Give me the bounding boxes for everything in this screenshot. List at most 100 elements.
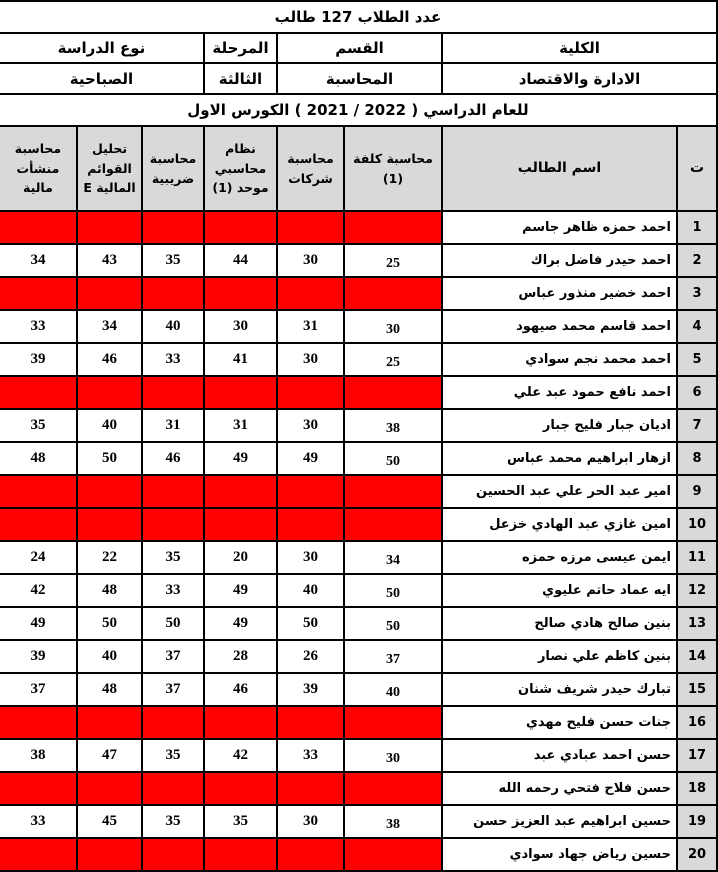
table-row: 18 حسن فلاح فتحي رحمه الله	[0, 771, 718, 806]
serial-cell: 5	[676, 342, 718, 377]
grade-cell	[203, 210, 278, 245]
grade-cell	[0, 474, 79, 509]
grade-cell: 35	[203, 804, 278, 839]
grade-cell: 22	[76, 540, 143, 575]
serial-cell: 13	[676, 606, 718, 641]
student-name-cell: حسن فلاح فتحي رحمه الله	[441, 771, 678, 806]
column-header-financial-analysis: تحليل القوائم المالية E	[76, 125, 143, 212]
grade-cell	[141, 771, 205, 806]
grade-cell: 35	[141, 243, 205, 278]
grade-cell	[343, 771, 443, 806]
table-row: 19 حسين ابراهيم عبد العزيز حسن 38 30 35 …	[0, 804, 718, 839]
grade-cell	[76, 507, 143, 542]
grade-cell: 39	[0, 639, 79, 674]
serial-cell: 7	[676, 408, 718, 443]
student-name-cell: بنين صالح هادي صالح	[441, 606, 678, 641]
grade-cell: 37	[343, 639, 443, 674]
grade-cell	[343, 375, 443, 410]
grade-cell	[276, 474, 345, 509]
grade-cell	[0, 771, 79, 806]
grade-cell: 30	[203, 309, 278, 344]
grade-cell	[0, 276, 79, 311]
table-row: 7 اديان جبار فليح جبار 38 30 31 31 40 35	[0, 408, 718, 443]
grade-cell	[343, 837, 443, 872]
grade-cell: 50	[343, 573, 443, 608]
grade-cell	[76, 276, 143, 311]
grade-cell: 50	[76, 441, 143, 476]
grade-cell: 33	[276, 738, 345, 773]
grade-cell	[76, 771, 143, 806]
grade-cell	[141, 705, 205, 740]
grade-cell: 39	[276, 672, 345, 707]
grade-cell: 49	[203, 606, 278, 641]
grade-cell: 24	[0, 540, 79, 575]
serial-cell: 16	[676, 705, 718, 740]
serial-cell: 9	[676, 474, 718, 509]
grade-cell: 30	[276, 804, 345, 839]
grade-cell	[203, 705, 278, 740]
grade-cell: 33	[0, 804, 79, 839]
grade-cell: 37	[141, 672, 205, 707]
student-name-cell: جنات حسن فليح مهدي	[441, 705, 678, 740]
student-name-cell: احمد حمزه ظاهر جاسم	[441, 210, 678, 245]
grade-cell: 25	[343, 243, 443, 278]
table-row: 1 احمد حمزه ظاهر جاسم	[0, 210, 718, 245]
column-header-student-name: اسم الطالب	[441, 125, 678, 212]
grade-cell: 40	[76, 408, 143, 443]
grade-cell	[141, 210, 205, 245]
grade-cell: 37	[141, 639, 205, 674]
table-row: 5 احمد محمد نجم سوادي 25 30 41 33 46 39	[0, 342, 718, 377]
grade-cell: 46	[76, 342, 143, 377]
serial-cell: 19	[676, 804, 718, 839]
grade-cell	[76, 210, 143, 245]
grade-cell: 39	[0, 342, 79, 377]
student-name-cell: تبارك حيدر شريف شنان	[441, 672, 678, 707]
grade-cell	[203, 771, 278, 806]
grade-cell: 33	[141, 573, 205, 608]
grade-cell: 34	[76, 309, 143, 344]
table-row: 20 حسين رياض جهاد سوادي	[0, 837, 718, 872]
grade-cell	[76, 705, 143, 740]
grade-cell	[76, 837, 143, 872]
grade-cell	[276, 276, 345, 311]
grade-cell: 34	[343, 540, 443, 575]
student-name-cell: حسن احمد عبادي عبد	[441, 738, 678, 773]
grade-cell: 42	[203, 738, 278, 773]
table-row: 9 امير عبد الحر علي عبد الحسين	[0, 474, 718, 509]
grade-cell: 40	[343, 672, 443, 707]
grade-cell	[76, 474, 143, 509]
grade-cell: 46	[141, 441, 205, 476]
grade-cell: 35	[0, 408, 79, 443]
serial-cell: 20	[676, 837, 718, 872]
table-row: 16 جنات حسن فليح مهدي	[0, 705, 718, 740]
grade-cell: 40	[76, 639, 143, 674]
grade-cell	[141, 474, 205, 509]
grade-cell: 37	[0, 672, 79, 707]
grade-cell: 44	[203, 243, 278, 278]
grade-cell: 35	[141, 540, 205, 575]
grade-cell	[343, 474, 443, 509]
student-name-cell: امير عبد الحر علي عبد الحسين	[441, 474, 678, 509]
grade-cell	[0, 210, 79, 245]
grade-cell: 30	[276, 540, 345, 575]
grade-cell	[0, 507, 79, 542]
grade-cell	[203, 375, 278, 410]
table-row: 11 ايمن عيسى مرزه حمزه 34 30 20 35 22 24	[0, 540, 718, 575]
student-name-cell: بنين كاظم علي نصار	[441, 639, 678, 674]
student-name-cell: ازهار ابراهيم محمد عباس	[441, 441, 678, 476]
department-label: القسم	[276, 32, 443, 64]
serial-cell: 17	[676, 738, 718, 773]
document-title: عدد الطلاب 127 طالب	[0, 0, 718, 34]
grade-cell: 48	[0, 441, 79, 476]
column-header-serial: ت	[676, 125, 718, 212]
grade-cell	[141, 837, 205, 872]
students-tbody: 1 احمد حمزه ظاهر جاسم 2 احمد حيدر فاضل ب…	[0, 210, 718, 872]
grade-cell: 50	[343, 441, 443, 476]
grade-cell: 20	[203, 540, 278, 575]
serial-cell: 18	[676, 771, 718, 806]
grade-cell	[0, 375, 79, 410]
grade-cell: 30	[276, 408, 345, 443]
table-row: 8 ازهار ابراهيم محمد عباس 50 49 49 46 50…	[0, 441, 718, 476]
table-row: 3 احمد خضير منذور عباس	[0, 276, 718, 311]
column-header-corporate-accounting: محاسبة شركات	[276, 125, 345, 212]
